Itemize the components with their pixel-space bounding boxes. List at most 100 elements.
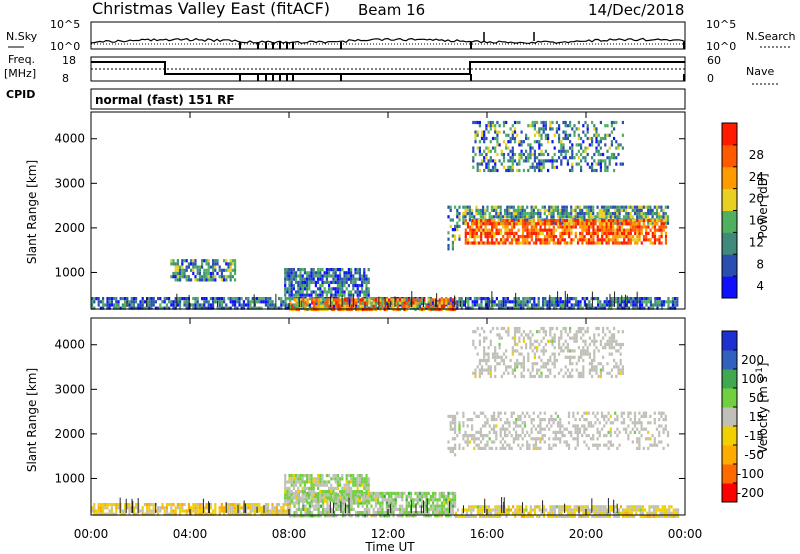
heatmap-cell xyxy=(321,274,324,278)
heatmap-cell xyxy=(196,512,199,516)
heatmap-cell xyxy=(576,238,580,242)
heatmap-cell xyxy=(615,511,618,515)
heatmap-cell xyxy=(511,149,514,153)
heatmap-cell xyxy=(359,298,362,302)
heatmap-cell xyxy=(519,235,522,239)
heatmap-cell xyxy=(595,162,598,166)
heatmap-cell xyxy=(654,300,657,304)
heatmap-cell xyxy=(231,268,234,272)
heatmap-cell xyxy=(567,514,570,518)
heatmap-cell xyxy=(652,508,655,512)
heatmap-cell xyxy=(538,143,541,147)
heatmap-cell xyxy=(504,225,507,229)
heatmap-cell xyxy=(358,293,361,297)
heatmap-cell xyxy=(515,215,518,219)
heatmap-cell xyxy=(295,490,298,494)
heatmap-cell xyxy=(286,499,289,503)
heatmap-cell xyxy=(291,304,294,308)
heatmap-cell xyxy=(323,271,326,275)
heatmap-cell xyxy=(363,496,366,500)
heatmap-cell xyxy=(616,222,619,226)
colorbar-tick-label: 4 xyxy=(756,279,764,293)
heatmap-cell xyxy=(526,446,529,450)
heatmap-cell xyxy=(600,505,603,509)
heatmap-cell xyxy=(674,514,677,518)
heatmap-cell xyxy=(350,496,353,500)
heatmap-cell xyxy=(576,205,579,209)
heatmap-cell xyxy=(514,514,517,518)
heatmap-cell xyxy=(555,303,558,307)
heatmap-cell xyxy=(535,241,538,245)
heatmap-cell xyxy=(451,298,454,302)
heatmap-cell xyxy=(658,235,661,239)
heatmap-cell xyxy=(530,418,533,422)
heatmap-cell xyxy=(644,414,648,418)
heatmap-cell xyxy=(321,483,324,487)
heatmap-cell xyxy=(496,140,499,144)
heatmap-cell xyxy=(545,215,549,219)
heatmap-cell xyxy=(472,330,475,334)
heatmap-cell xyxy=(564,124,567,128)
heatmap-cell xyxy=(231,300,234,304)
heatmap-cell xyxy=(539,421,542,425)
heatmap-cell xyxy=(641,511,644,515)
heatmap-cell xyxy=(583,238,586,242)
heatmap-cell xyxy=(464,241,467,245)
heatmap-cell xyxy=(315,504,318,508)
heatmap-cell xyxy=(179,297,182,301)
heatmap-cell xyxy=(297,501,300,505)
heatmap-cell xyxy=(591,168,594,173)
heatmap-cell xyxy=(438,504,441,508)
heatmap-cell xyxy=(284,512,287,516)
heatmap-cell xyxy=(306,496,309,500)
heatmap-cell xyxy=(554,228,558,232)
heatmap-cell xyxy=(503,511,506,515)
heatmap-cell xyxy=(388,495,391,499)
heatmap-cell xyxy=(323,493,326,497)
heatmap-cell xyxy=(609,421,612,425)
heatmap-cell xyxy=(297,496,300,500)
heatmap-cell xyxy=(604,514,607,518)
heatmap-cell xyxy=(588,303,591,307)
heatmap-cell xyxy=(559,437,562,441)
heatmap-cell xyxy=(590,222,593,226)
heatmap-cell xyxy=(148,300,151,304)
heatmap-cell xyxy=(507,140,510,144)
heatmap-cell xyxy=(472,508,475,512)
heatmap-cell xyxy=(401,495,404,499)
heatmap-cell xyxy=(647,215,650,219)
heatmap-cell xyxy=(181,506,184,510)
heatmap-cell xyxy=(554,219,558,223)
heatmap-cell xyxy=(405,498,408,502)
heatmap-cell xyxy=(91,303,94,307)
heatmap-cell xyxy=(513,300,516,304)
heatmap-cell xyxy=(91,300,94,304)
heatmap-cell xyxy=(564,156,567,160)
heatmap-cell xyxy=(468,208,471,212)
heatmap-cell xyxy=(407,511,410,515)
heatmap-cell xyxy=(356,474,359,478)
heatmap-cell xyxy=(174,303,177,307)
heatmap-cell xyxy=(347,486,350,490)
heatmap-cell xyxy=(350,298,353,302)
heatmap-cell xyxy=(234,503,237,507)
nave-label: Nave xyxy=(746,65,774,78)
heatmap-cell xyxy=(299,496,302,500)
heatmap-cell xyxy=(627,235,630,239)
heatmap-cell xyxy=(299,284,302,288)
heatmap-cell xyxy=(412,301,415,305)
heatmap-cell xyxy=(374,511,377,515)
heatmap-cell xyxy=(106,300,109,304)
heatmap-cell xyxy=(635,508,638,512)
heatmap-cell xyxy=(486,440,489,444)
heatmap-cell xyxy=(471,306,474,310)
heatmap-cell xyxy=(339,496,342,500)
heatmap-cell xyxy=(310,274,313,278)
heatmap-cell xyxy=(628,505,631,509)
heatmap-cell xyxy=(640,225,643,229)
heatmap-cell xyxy=(383,491,386,495)
heatmap-cell xyxy=(427,298,430,302)
heatmap-cell xyxy=(565,228,569,232)
heatmap-cell xyxy=(559,418,562,422)
heatmap-cell xyxy=(367,496,370,500)
